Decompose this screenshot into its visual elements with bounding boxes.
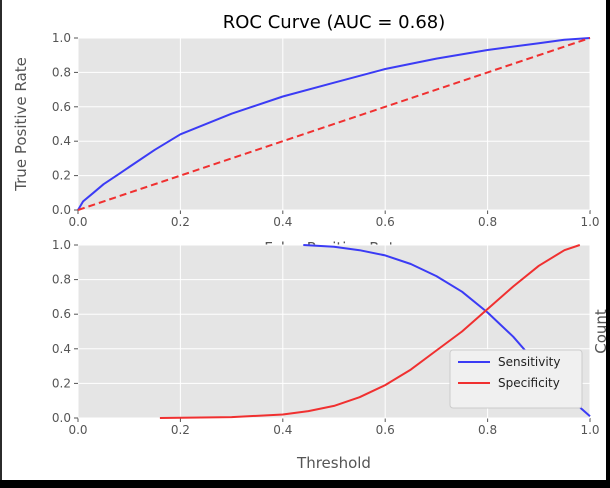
x-tick-label: 0.4 (273, 215, 292, 229)
y-tick-label: 1.0 (52, 31, 71, 45)
x-tick-label: 0.2 (171, 215, 190, 229)
x-tick-label: 1.0 (580, 423, 599, 437)
x-tick-label: 0.8 (478, 423, 497, 437)
x-tick-label: 0.0 (68, 423, 87, 437)
y-tick-label: 0.0 (52, 411, 71, 425)
y-tick-label: 0.4 (52, 342, 71, 356)
chart-panel-1: 0.0 0.2 0.4 0.6 0.8 1.0 0.0 0.2 0.4 0.6 0.8 1.0 ROC … (12, 12, 600, 257)
y-tick-label: 0.2 (52, 376, 71, 390)
x-tick-label: 0.8 (478, 215, 497, 229)
x-tick-label: 0.6 (376, 215, 395, 229)
y-tick-label: 0.6 (52, 307, 71, 321)
x-tick-label: 0.2 (171, 423, 190, 437)
y-axis-title: Count (592, 309, 608, 354)
chart-title: ROC Curve (AUC = 0.68) (223, 12, 446, 33)
legend-box (449, 349, 583, 409)
x-tick-label: 0.0 (68, 215, 87, 229)
x-tick-label: 0.4 (273, 423, 292, 437)
legend-label: Sensitivity (498, 355, 560, 369)
y-tick-label: 0.8 (52, 273, 71, 287)
series-line-1 (77, 37, 591, 211)
series-line-2 (77, 37, 591, 211)
x-axis-title: Threshold (296, 454, 371, 472)
y-axis-title: True Positive Rate (12, 57, 30, 192)
y-tick-label: 1.0 (52, 238, 71, 252)
chart-panel-2: 0.0 0.2 0.4 0.6 0.8 1.0 0.0 0.2 0.4 0.6 0.8 1.0 Thre… (52, 238, 608, 472)
y-tick-label: 0.2 (52, 169, 71, 183)
legend-label: Specificity (498, 376, 560, 390)
roc-and-threshold-charts: 0.0 0.2 0.4 0.6 0.8 1.0 0.0 0.2 0.4 0.6 0.8 1.0 ROC … (12, 12, 608, 472)
series-line-specificity (159, 244, 581, 419)
y-tick-label: 0.8 (52, 65, 71, 79)
x-tick-label: 0.6 (376, 423, 395, 437)
x-tick-label: 1.0 (580, 215, 599, 229)
legend: Sensitivity Specificity (449, 349, 583, 409)
y-tick-label: 0.4 (52, 134, 71, 148)
y-tick-label: 0.6 (52, 100, 71, 114)
y-tick-label: 0.0 (52, 203, 71, 217)
